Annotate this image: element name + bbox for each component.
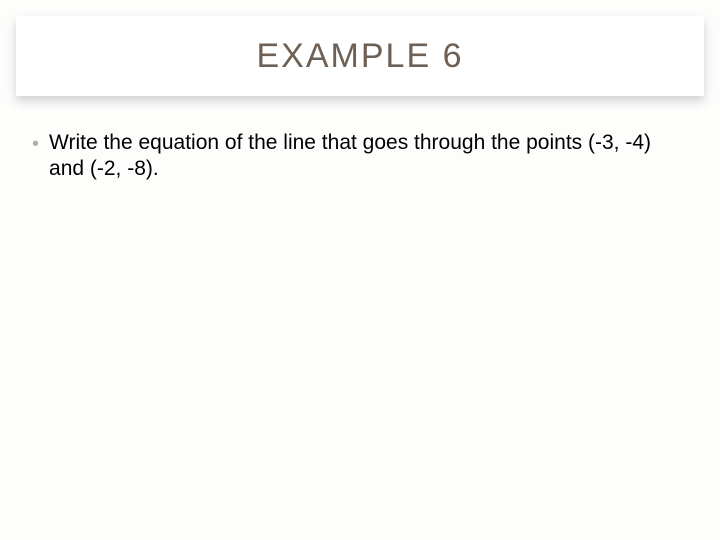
slide-title: EXAMPLE 6 xyxy=(257,37,464,76)
bullet-item: • Write the equation of the line that go… xyxy=(32,130,688,182)
slide: EXAMPLE 6 • Write the equation of the li… xyxy=(0,0,720,540)
bullet-text: Write the equation of the line that goes… xyxy=(49,130,688,182)
title-box: EXAMPLE 6 xyxy=(16,16,704,96)
body-area: • Write the equation of the line that go… xyxy=(32,130,688,182)
bullet-marker-icon: • xyxy=(32,131,39,157)
